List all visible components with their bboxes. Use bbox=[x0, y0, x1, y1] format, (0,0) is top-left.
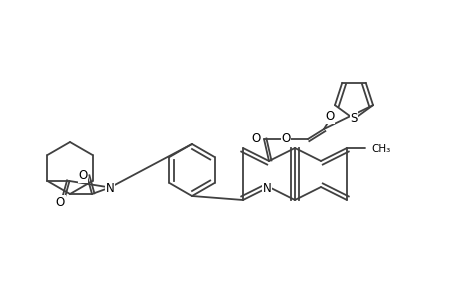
Text: O: O bbox=[251, 132, 260, 145]
Text: O: O bbox=[56, 196, 65, 209]
Text: S: S bbox=[350, 112, 357, 125]
Text: O: O bbox=[281, 132, 290, 145]
Text: N: N bbox=[106, 182, 114, 196]
Text: CH₃: CH₃ bbox=[370, 144, 389, 154]
Text: O: O bbox=[78, 169, 87, 182]
Text: N: N bbox=[262, 182, 271, 195]
Text: O: O bbox=[325, 110, 334, 123]
